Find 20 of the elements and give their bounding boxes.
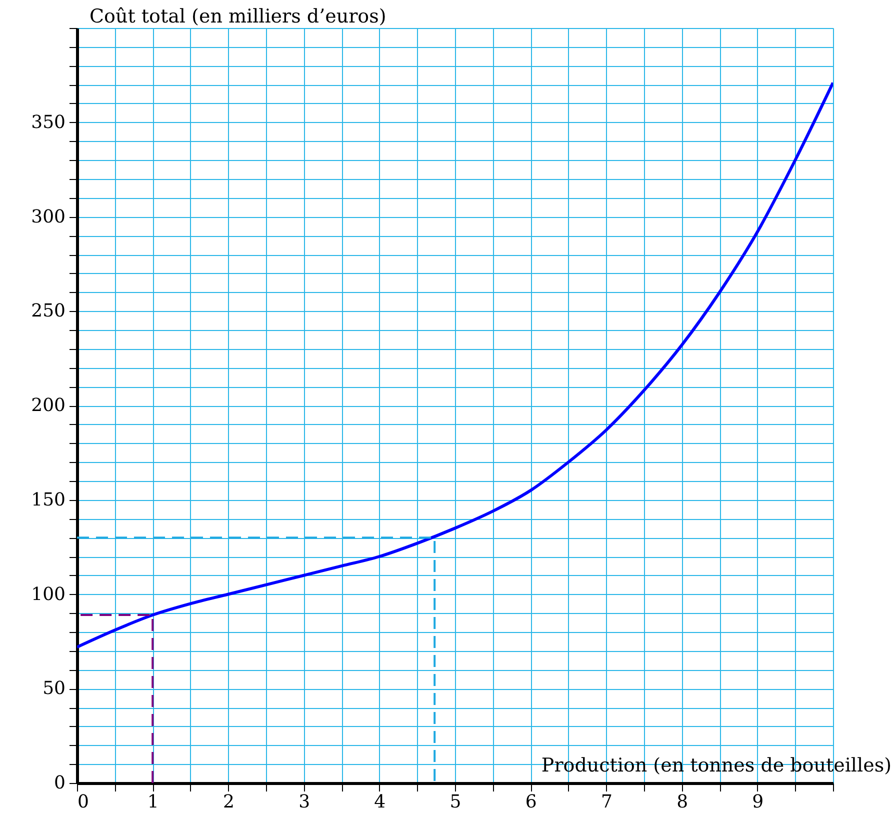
y-tick-label: 50 (42, 678, 66, 700)
x-tick-label: 1 (147, 792, 159, 812)
x-tick-label: 9 (752, 792, 764, 812)
x-tick-label: 8 (676, 792, 688, 812)
y-tick-label: 0 (54, 772, 66, 794)
x-tick-label: 4 (374, 792, 386, 812)
x-tick-label: 3 (298, 792, 310, 812)
y-axis-title: Coût total (en milliers d’euros) (90, 6, 386, 28)
y-tick-label: 250 (31, 300, 66, 322)
y-tick-label: 200 (31, 395, 66, 416)
x-tick-label: 7 (600, 792, 612, 812)
x-tick-label: 6 (525, 792, 537, 812)
x-tick-label: 0 (78, 792, 89, 812)
y-tick-label: 100 (31, 584, 66, 605)
y-tick-label: 300 (31, 206, 66, 228)
y-tick-label: 350 (31, 112, 66, 133)
x-tick-label: 5 (450, 792, 462, 812)
line-series (77, 81, 833, 649)
x-tick-label: 2 (222, 792, 234, 812)
y-tick-label: 150 (31, 489, 66, 510)
